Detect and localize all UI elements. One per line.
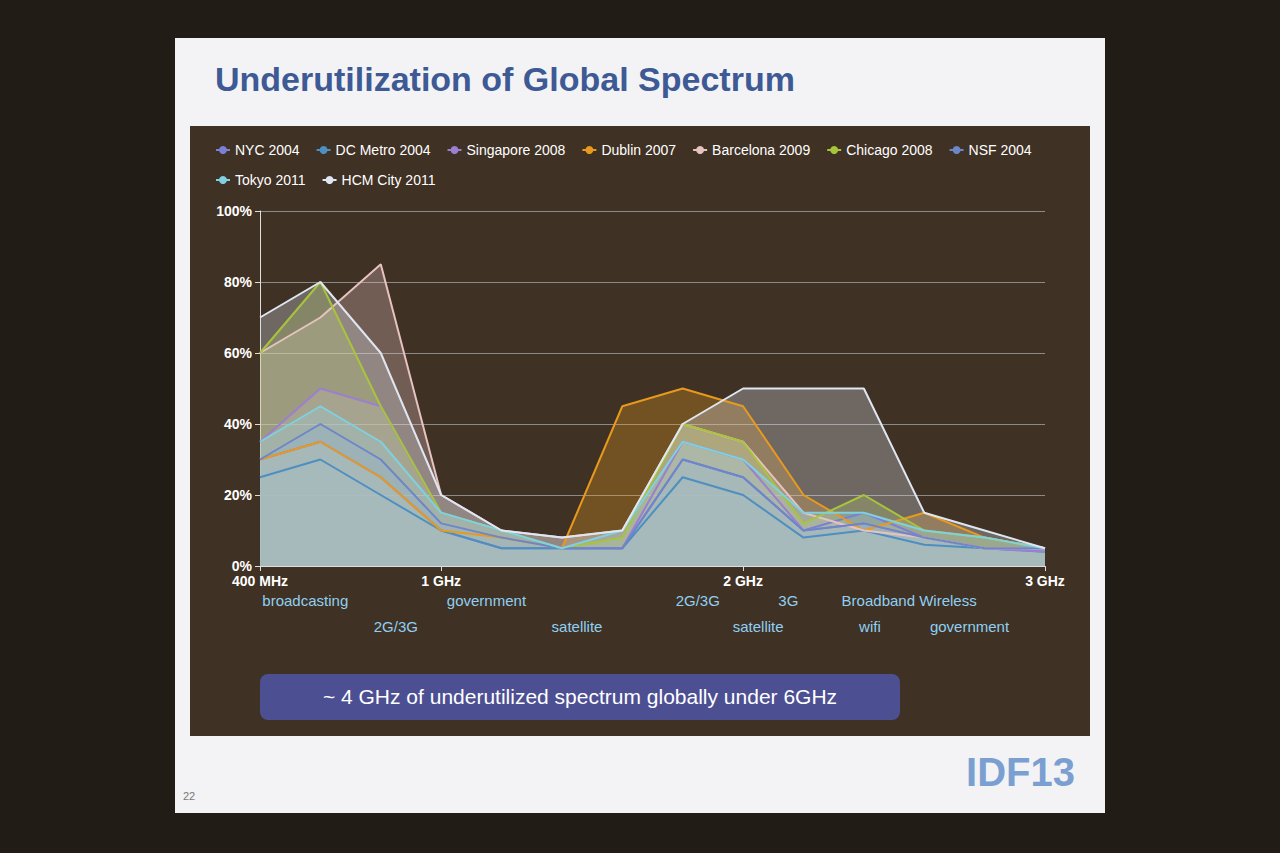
svg-text:2 GHz: 2 GHz bbox=[723, 573, 763, 589]
svg-text:80%: 80% bbox=[224, 274, 253, 290]
svg-text:Tokyo 2011: Tokyo 2011 bbox=[235, 172, 306, 188]
svg-text:400 MHz: 400 MHz bbox=[232, 573, 288, 589]
svg-text:2G/3G: 2G/3G bbox=[374, 618, 418, 635]
svg-text:Broadband Wireless: Broadband Wireless bbox=[842, 592, 977, 609]
html-text:Underutilization of Global Spe: Underutilization of Global Spectrum bbox=[215, 60, 795, 98]
svg-text:100%: 100% bbox=[216, 203, 252, 219]
svg-text:2G/3G: 2G/3G bbox=[676, 592, 720, 609]
svg-text:3 GHz: 3 GHz bbox=[1025, 573, 1065, 589]
svg-text:satellite: satellite bbox=[733, 618, 784, 635]
svg-text:DC Metro 2004: DC Metro 2004 bbox=[336, 142, 431, 158]
svg-text:NYC 2004: NYC 2004 bbox=[235, 142, 300, 158]
html-text:~ 4 GHz of underutilized spect: ~ 4 GHz of underutilized spectrum global… bbox=[322, 685, 838, 708]
svg-text:1 GHz: 1 GHz bbox=[421, 573, 461, 589]
html-text:IDF13: IDF13 bbox=[966, 750, 1075, 794]
svg-text:wifi: wifi bbox=[858, 618, 881, 635]
svg-text:broadcasting: broadcasting bbox=[262, 592, 348, 609]
svg-text:Chicago 2008: Chicago 2008 bbox=[846, 142, 933, 158]
svg-text:Dublin 2007: Dublin 2007 bbox=[601, 142, 676, 158]
html-text:22: 22 bbox=[183, 790, 196, 802]
svg-text:HCM City 2011: HCM City 2011 bbox=[342, 172, 436, 188]
svg-text:60%: 60% bbox=[224, 345, 253, 361]
svg-text:3G: 3G bbox=[778, 592, 798, 609]
svg-text:20%: 20% bbox=[224, 487, 253, 503]
svg-text:Singapore 2008: Singapore 2008 bbox=[467, 142, 566, 158]
svg-text:NSF 2004: NSF 2004 bbox=[969, 142, 1032, 158]
svg-text:0%: 0% bbox=[232, 558, 253, 574]
svg-text:40%: 40% bbox=[224, 416, 253, 432]
svg-text:Barcelona 2009: Barcelona 2009 bbox=[712, 142, 810, 158]
svg-text:government: government bbox=[447, 592, 527, 609]
svg-text:government: government bbox=[930, 618, 1010, 635]
svg-text:satellite: satellite bbox=[552, 618, 603, 635]
